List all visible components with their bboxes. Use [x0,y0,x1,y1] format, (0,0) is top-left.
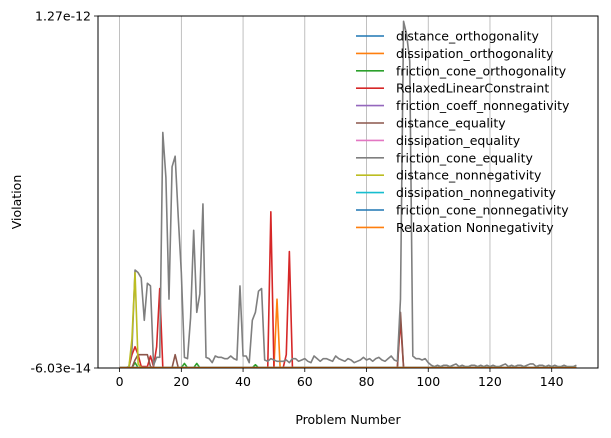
plot-frame [97,15,599,369]
y-axis-label: Violation [9,175,24,229]
legend-entry: RelaxedLinearConstraint [396,81,549,96]
x-axis-label: Problem Number [295,412,401,427]
legend-entry: distance_orthogonality [396,29,539,44]
y-tick-label: 1.27e-12 [35,9,91,24]
x-axis-ticks: 0 20 40 60 80 100 120 140 [116,368,564,389]
y-tick-label: -6.03e-14 [31,361,91,376]
legend-entry: Relaxation Nonnegativity [396,220,554,235]
legend-entry: friction_cone_nonnegativity [396,203,569,218]
legend-entry: dissipation_orthogonality [396,46,554,61]
legend-entry: dissipation_equality [396,133,521,148]
legend-entry: friction_cone_equality [396,150,534,165]
x-tick-label: 80 [359,374,375,389]
y-axis-ticks: -6.03e-14 1.27e-12 [31,9,98,376]
series-line [119,20,577,369]
x-tick-label: 0 [116,374,124,389]
legend-entry: distance_equality [396,116,506,131]
legend-entry: friction_coeff_nonnegativity [396,98,570,113]
x-tick-label: 100 [416,374,440,389]
grid-lines [119,16,553,368]
legend-entry: friction_cone_orthogonality [396,63,567,78]
legend-entry: dissipation_nonnegativity [396,185,557,200]
x-tick-label: 60 [297,374,313,389]
legend-entry: distance_nonnegativity [396,168,542,183]
legend: distance_orthogonality dissipation_orthog… [356,29,570,235]
x-tick-label: 140 [540,374,564,389]
x-tick-label: 40 [235,374,251,389]
x-tick-label: 120 [478,374,502,389]
x-tick-label: 20 [173,374,189,389]
